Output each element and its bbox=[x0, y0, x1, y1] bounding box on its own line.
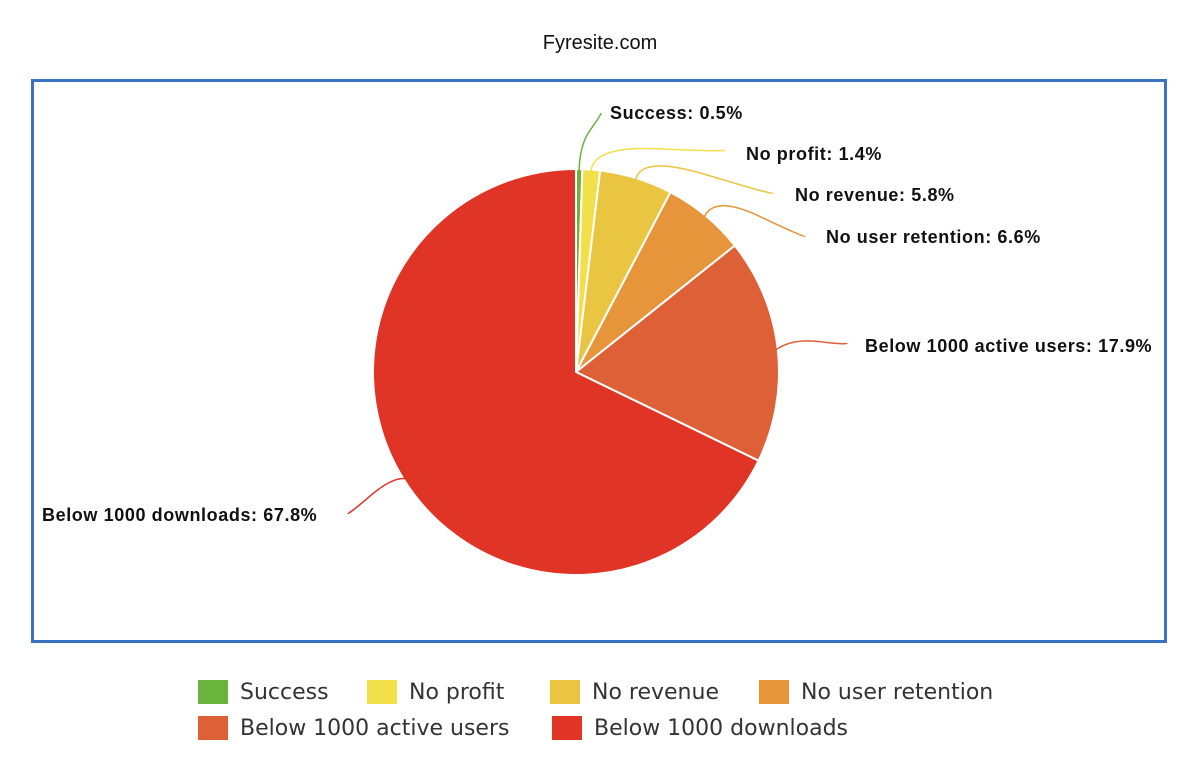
slice-label: Below 1000 active users: 17.9% bbox=[865, 336, 1152, 356]
legend-swatch bbox=[198, 716, 228, 740]
slice-label: No profit: 1.4% bbox=[746, 144, 882, 164]
slice-label: No revenue: 5.8% bbox=[795, 185, 955, 205]
legend-swatch bbox=[198, 680, 228, 704]
slice-label: Below 1000 downloads: 67.8% bbox=[42, 505, 317, 525]
leader-lines bbox=[347, 112, 848, 514]
legend-label: Success bbox=[240, 679, 329, 705]
leader-line bbox=[634, 165, 774, 194]
plot-area-frame bbox=[31, 79, 1167, 643]
legend-item-no-revenue[interactable]: No revenue bbox=[550, 677, 719, 707]
legend-label: Below 1000 active users bbox=[240, 715, 510, 741]
leader-line bbox=[590, 147, 726, 172]
legend-item-success[interactable]: Success bbox=[198, 677, 329, 707]
slice-label: Success: 0.5% bbox=[610, 103, 743, 123]
legend-label: No user retention bbox=[801, 679, 994, 705]
slice-label: No user retention: 6.6% bbox=[826, 227, 1041, 247]
legend-label: Below 1000 downloads bbox=[594, 715, 849, 741]
pie-slices bbox=[372, 167, 780, 576]
leader-line bbox=[578, 112, 602, 172]
leader-line bbox=[703, 205, 806, 237]
pie-slice-below-1000-downloads[interactable] bbox=[372, 167, 760, 576]
slice-labels: Success: 0.5% No profit: 1.4% No revenue: … bbox=[42, 103, 1152, 525]
pie-slice-below-1000-active-users[interactable] bbox=[574, 244, 780, 463]
chart-title: Fyresite.com bbox=[542, 32, 658, 54]
legend-swatch bbox=[552, 716, 582, 740]
leader-line bbox=[775, 340, 848, 351]
legend-swatch bbox=[550, 680, 580, 704]
legend-item-below-1000-downloads[interactable]: Below 1000 downloads bbox=[552, 713, 848, 743]
legend-item-below-1000-active-users[interactable]: Below 1000 active users bbox=[198, 713, 509, 743]
legend-swatch bbox=[367, 680, 397, 704]
leader-line bbox=[347, 477, 406, 514]
legend-label: No revenue bbox=[592, 679, 719, 705]
legend-item-no-profit[interactable]: No profit bbox=[367, 677, 504, 707]
legend-item-no-user-retention[interactable]: No user retention bbox=[759, 677, 993, 707]
legend-swatch bbox=[759, 680, 789, 704]
legend-label: No profit bbox=[409, 679, 505, 705]
